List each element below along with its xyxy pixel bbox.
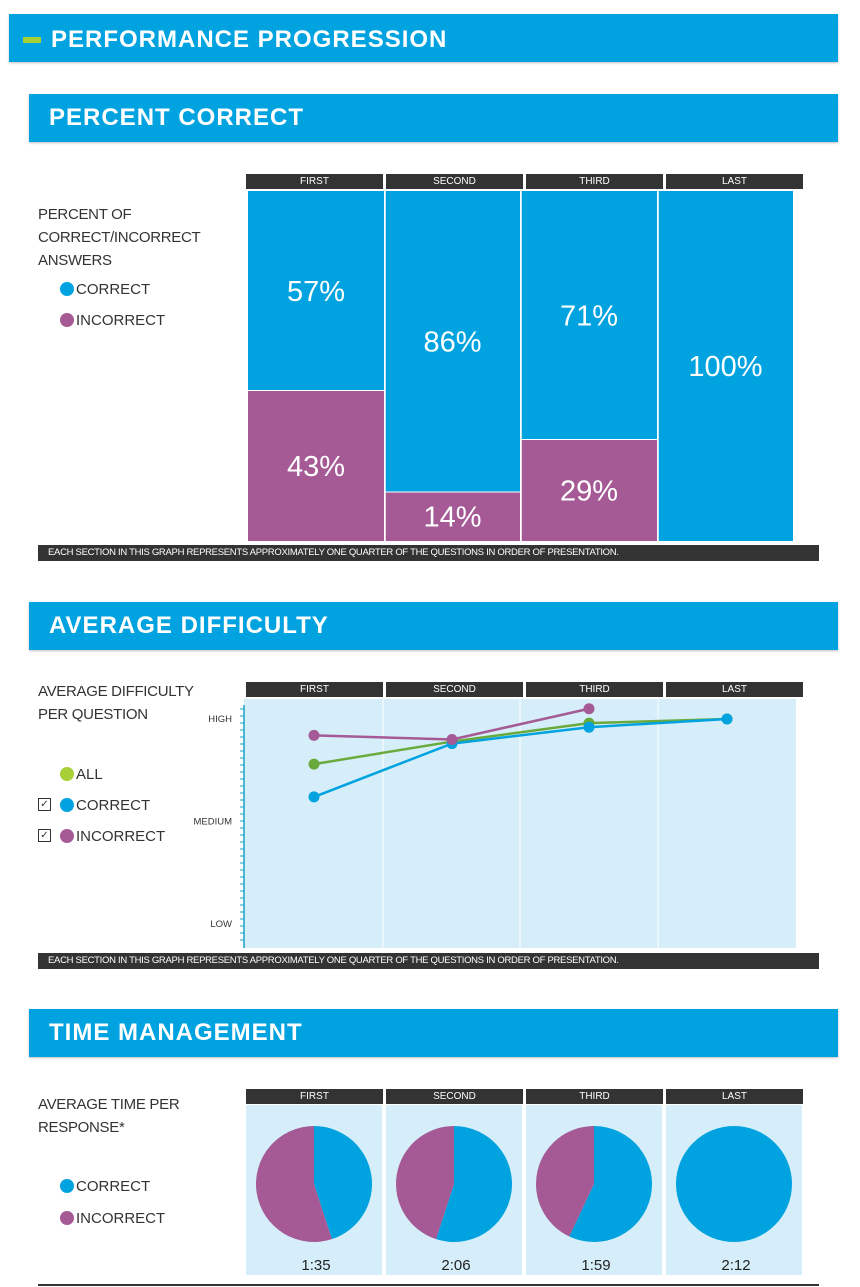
legend-title-line: CORRECT/INCORRECT (38, 229, 201, 246)
y-tick-label: LOW (210, 919, 232, 930)
time-label-second: 2:06 (441, 1257, 471, 1274)
correct-dot-icon (60, 1179, 74, 1193)
bar-label-correct: 86% (423, 327, 481, 359)
section-title: PERCENT CORRECT (49, 104, 305, 131)
bar-label-incorrect: 43% (287, 451, 345, 483)
legend-incorrect: INCORRECT (60, 1211, 165, 1227)
page-title: PERFORMANCE PROGRESSION (51, 26, 448, 53)
legend-incorrect: INCORRECT (60, 829, 165, 845)
correct-dot-icon (60, 282, 74, 296)
legend-label: CORRECT (76, 281, 151, 298)
incorrect-checkbox[interactable]: ✓ (38, 829, 51, 842)
col-header-third: THIRD (526, 682, 663, 697)
bar-incorrect-first (248, 390, 384, 541)
col-header-last: LAST (666, 682, 803, 697)
time-label-last: 2:12 (721, 1257, 751, 1274)
bar-label-correct: 57% (287, 276, 345, 308)
incorrect-dot-icon (60, 1211, 74, 1225)
bar-incorrect-third (521, 439, 657, 541)
percent-correct-chart: 57% 43% 86% 14% 71% 29% 100% (248, 191, 793, 541)
col-header-last: LAST (666, 174, 803, 189)
percent-footnote: EACH SECTION IN THIS GRAPH REPRESENTS AP… (38, 545, 819, 561)
col-header-third: THIRD (526, 1089, 663, 1104)
point-incorrect (446, 734, 458, 745)
point-correct (583, 721, 595, 733)
col-header-first: FIRST (246, 174, 383, 189)
pie-slice-correct (676, 1126, 792, 1242)
pie-slice-incorrect (255, 1126, 332, 1242)
bar-incorrect-second (385, 492, 520, 541)
point-all (308, 758, 320, 770)
point-incorrect (308, 729, 320, 741)
col-header-first: FIRST (246, 1089, 383, 1104)
bar-label-incorrect: 29% (560, 475, 618, 507)
difficulty-legend-title: AVERAGE DIFFICULTY PER QUESTION (38, 680, 194, 726)
col-header-last: LAST (666, 1089, 803, 1104)
legend-incorrect: INCORRECT (60, 313, 165, 329)
pie-slice-correct (569, 1126, 653, 1243)
average-difficulty-banner: AVERAGE DIFFICULTY (29, 602, 838, 650)
legend-label: ALL (76, 766, 103, 783)
incorrect-dot-icon (60, 313, 74, 327)
legend-label: INCORRECT (76, 828, 166, 845)
collapse-icon[interactable] (23, 37, 41, 43)
time-label-third: 1:59 (581, 1257, 611, 1274)
bar-label-correct: 71% (560, 300, 618, 332)
bar-label-correct: 100% (688, 351, 762, 383)
difficulty-footnote: EACH SECTION IN THIS GRAPH REPRESENTS AP… (38, 953, 819, 969)
col-header-third: THIRD (526, 174, 663, 189)
point-correct (721, 713, 733, 725)
y-tick-label: MEDIUM (193, 817, 232, 828)
bar-correct-last (658, 191, 793, 541)
bar-correct-first (248, 191, 384, 391)
legend-label: CORRECT (76, 797, 151, 814)
legend-correct: CORRECT (60, 1179, 150, 1195)
col-header-second: SECOND (386, 174, 523, 189)
series-line-correct (313, 717, 728, 799)
time-legend-title: AVERAGE TIME PER RESPONSE* (38, 1093, 180, 1139)
series-line-all (313, 717, 728, 766)
time-management-banner: TIME MANAGEMENT (29, 1009, 838, 1057)
legend-correct: CORRECT (60, 282, 150, 298)
bar-correct-third (521, 191, 657, 440)
section-title: TIME MANAGEMENT (49, 1019, 303, 1046)
pie-slice-incorrect (536, 1126, 594, 1237)
bottom-divider (38, 1284, 819, 1286)
bar-correct-second (385, 191, 520, 492)
correct-checkbox[interactable]: ✓ (38, 798, 51, 811)
legend-title-line: ANSWERS (38, 252, 112, 269)
legend-label: CORRECT (76, 1178, 151, 1195)
performance-progression-banner[interactable]: PERFORMANCE PROGRESSION (9, 14, 838, 62)
all-dot-icon (60, 767, 74, 781)
legend-label: INCORRECT (76, 312, 166, 329)
percent-correct-banner: PERCENT CORRECT (29, 94, 838, 142)
legend-title-line: RESPONSE* (38, 1119, 125, 1136)
legend-title-line: AVERAGE DIFFICULTY (38, 683, 194, 700)
pie-slice-correct (314, 1126, 372, 1240)
correct-dot-icon (60, 798, 74, 812)
point-incorrect (583, 703, 595, 715)
legend-correct: CORRECT (60, 798, 150, 814)
y-tick-label: HIGH (208, 714, 232, 725)
bar-label-incorrect: 14% (423, 502, 481, 534)
average-difficulty-chart: HIGH MEDIUM LOW (193, 699, 796, 948)
pie-slice-correct (436, 1126, 513, 1242)
col-header-second: SECOND (386, 1089, 523, 1104)
legend-title-line: AVERAGE TIME PER (38, 1096, 180, 1113)
pie-slice-incorrect (396, 1126, 454, 1240)
legend-label: INCORRECT (76, 1210, 166, 1227)
section-title: AVERAGE DIFFICULTY (49, 612, 329, 639)
col-header-first: FIRST (246, 682, 383, 697)
point-correct (308, 791, 320, 803)
legend-all: ALL (60, 767, 103, 783)
col-header-second: SECOND (386, 682, 523, 697)
incorrect-dot-icon (60, 829, 74, 843)
time-label-first: 1:35 (301, 1257, 331, 1274)
percent-legend-title: PERCENT OF CORRECT/INCORRECT ANSWERS (38, 203, 201, 272)
legend-title-line: PERCENT OF (38, 206, 132, 223)
legend-title-line: PER QUESTION (38, 706, 148, 723)
